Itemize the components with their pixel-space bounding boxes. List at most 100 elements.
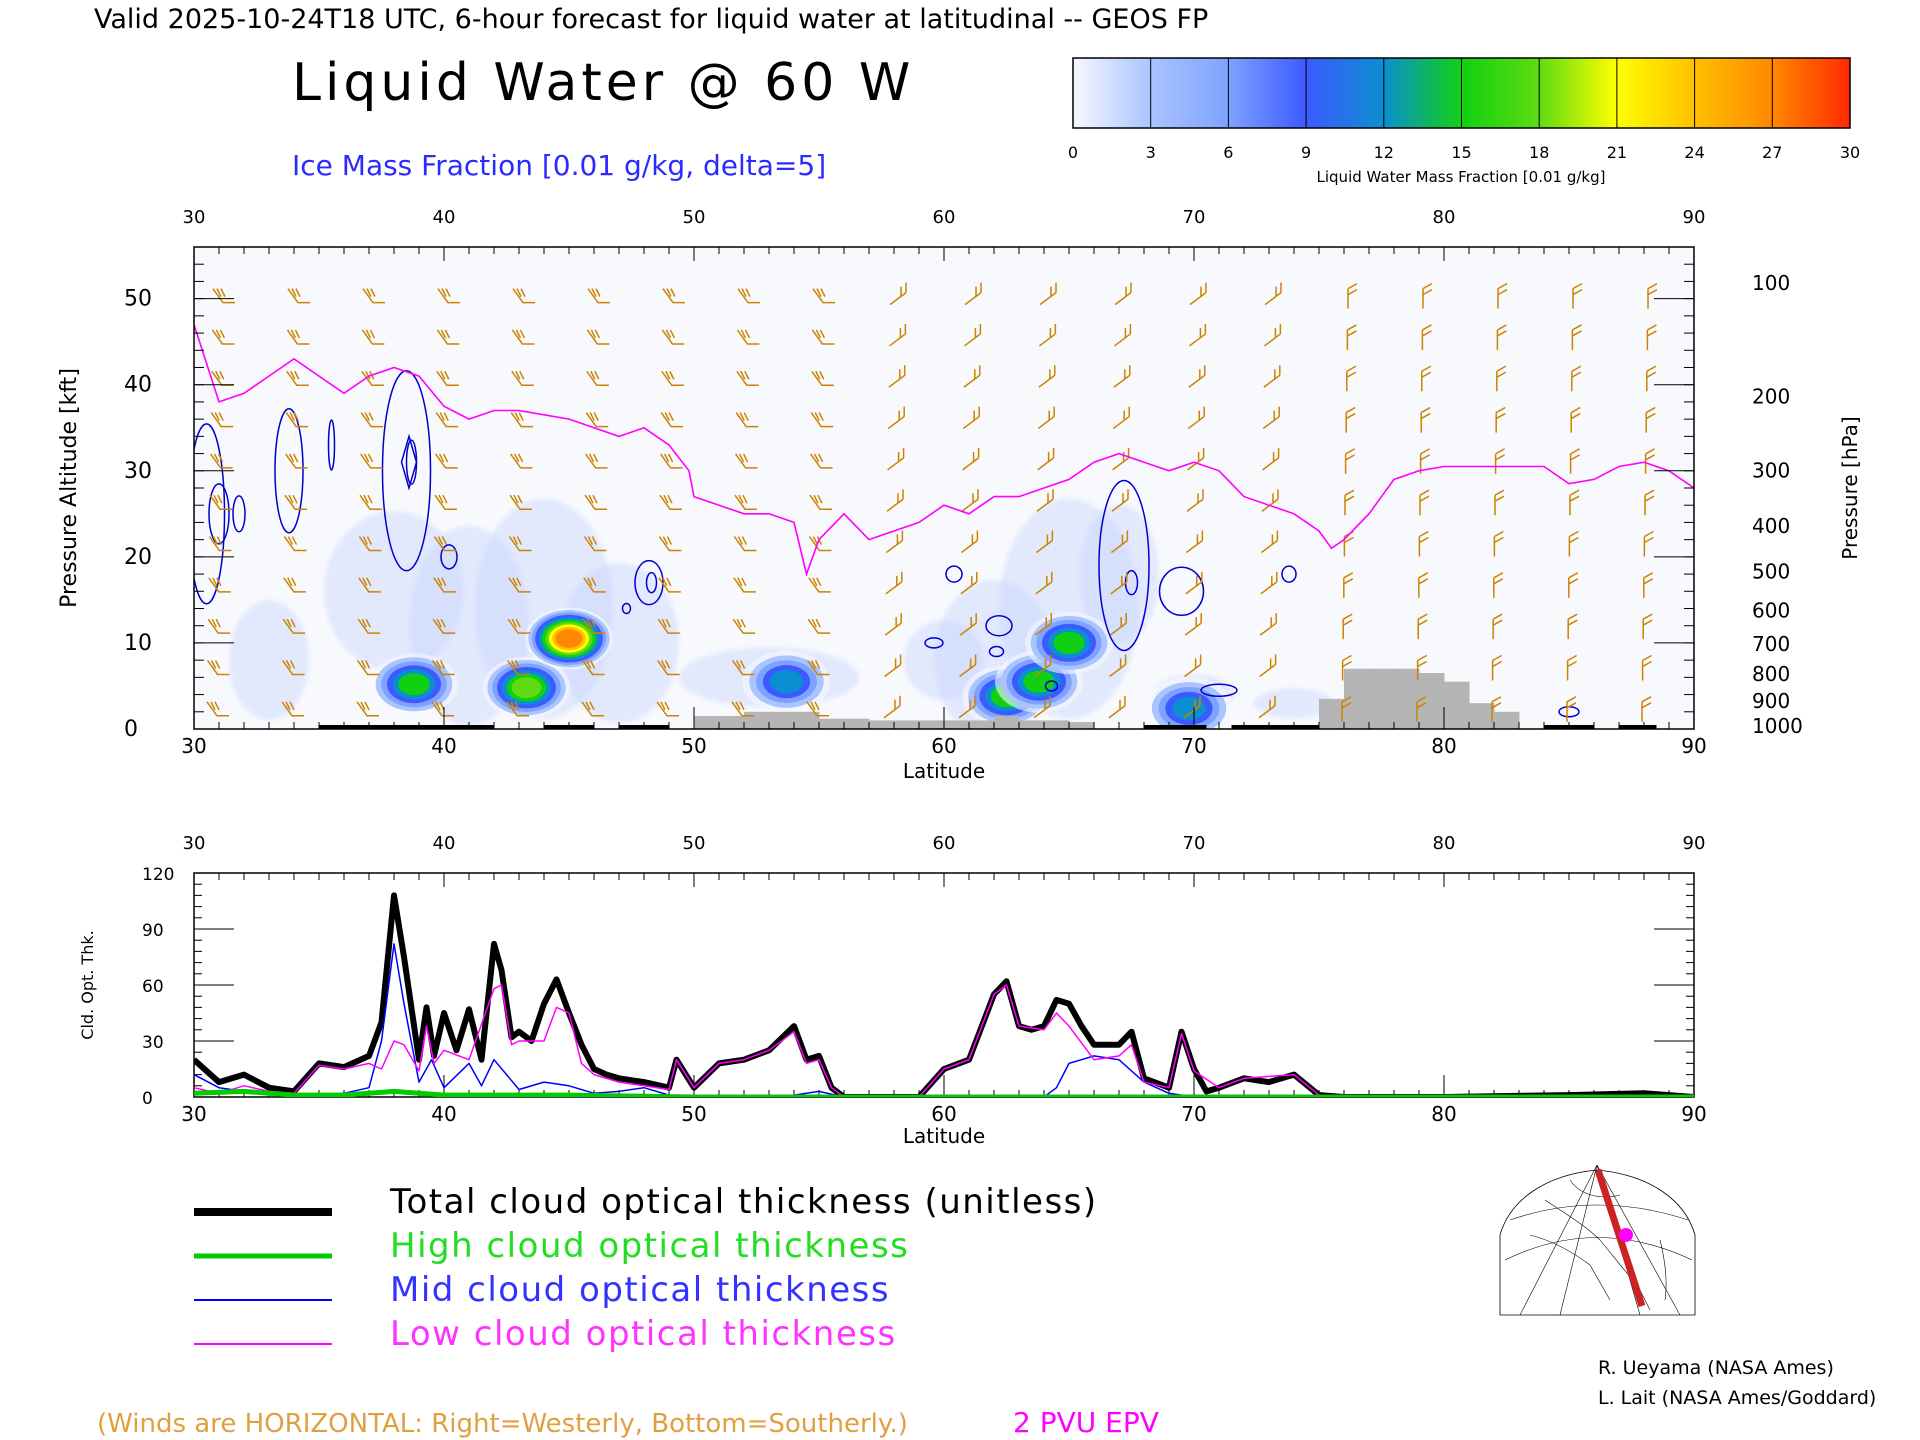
liquid-water-cell [1053,631,1085,654]
wind-barb [958,695,976,719]
wind-barb [512,288,535,304]
wind-barb-shaft [286,329,310,345]
wind-barb-shaft [1185,530,1204,554]
colorbar-tick-label: 15 [1451,143,1471,162]
wind-barb [809,494,832,510]
wind-barb-shaft [960,571,978,595]
wind-barb-shaft [962,447,980,471]
wind-barb [1644,448,1655,474]
wind-barb [431,660,455,676]
wind-barb-shaft [1494,448,1505,474]
ice-contour [645,571,658,594]
wind-barb [437,288,460,304]
wind-barb-shaft [1570,406,1581,433]
wind-barb [581,701,604,717]
wind-barb-shaft [1641,654,1652,681]
wind-barb [1641,696,1652,722]
terrain-block [819,718,845,729]
series-line-high [194,1088,1694,1097]
wind-barb [734,494,757,510]
wind-barb [359,453,383,469]
wind-barb-shaft [1496,365,1507,392]
wind-barb [1491,654,1502,681]
ice-contour [1044,680,1059,692]
wind-barb-shaft [1494,489,1505,516]
wind-barb [660,412,684,428]
wind-barb-shaft [1038,365,1056,388]
wind-barb [507,618,531,634]
wind-barb-shaft [1186,489,1204,512]
credit-2: L. Lait (NASA Ames/Goddard) [1598,1387,1876,1409]
liquid-water-field [229,498,1334,729]
wind-barb [1111,489,1129,512]
wind-barb-shaft [1183,695,1201,719]
colorbar-tick-label: 24 [1684,143,1704,162]
wind-barb-shaft [1416,654,1427,681]
terrain-block [1494,711,1520,729]
x-tick-label: 50 [681,734,706,758]
ice-contour [1158,566,1205,617]
legend-label-high: High cloud optical thickness [390,1226,909,1266]
ice-contour [1200,683,1238,698]
wind-barb-shaft [1188,365,1206,388]
wind-barb-shaft [433,577,456,593]
wind-barb [1421,324,1432,350]
wind-barb-shaft [1263,365,1281,388]
wind-barb [1036,489,1054,512]
bottom-plot-frame [193,872,1695,1098]
wind-barb [1109,613,1127,636]
wind-barb [1416,696,1427,722]
wind-barb [1492,613,1503,640]
wind-barb-shaft [210,412,234,428]
wind-barb-shaft [1644,448,1655,474]
wind-barb [1343,572,1354,598]
wind-barb-shaft [963,365,981,388]
wind-barb-shaft [887,447,905,471]
wind-barb [360,412,384,428]
liquid-water-haze [559,562,679,723]
y-tick-label: 50 [124,287,152,312]
wind-barb-shaft [888,365,906,388]
wind-barb [285,412,309,428]
wind-barb-shaft [208,577,231,593]
wind-barb [737,288,760,304]
wind-barb-shaft [212,288,235,304]
pressure-tick-label: 500 [1752,560,1790,584]
wind-barb-shaft [506,660,530,676]
wind-barb [1646,365,1657,392]
wind-barb-shaft [281,660,305,676]
wind-barb [584,494,607,510]
terrain-block [1069,722,1095,729]
ice-note: Ice Mass Fraction [0.01 g/kg, delta=5] [292,149,826,182]
wind-barb [511,370,534,387]
x-tick-label: 40 [431,1102,456,1126]
wind-barb [1035,530,1054,554]
wind-barb [731,660,755,676]
top-ylabel-right: Pressure [hPa] [1838,416,1862,559]
wind-barb-shaft [1491,696,1502,722]
wind-barb [1645,406,1656,433]
legend-label-total: Total cloud optical thickness (unitless) [389,1182,1098,1222]
wind-barb [1035,571,1053,595]
map-point-marker [1619,1228,1633,1242]
wind-barb [212,288,235,304]
ice-contour [232,495,246,533]
wind-barb-shaft [283,536,307,552]
wind-barb-shaft [511,329,535,345]
liquid-water-cell [1023,670,1055,693]
wind-barb [1345,406,1356,433]
wind-barb [1572,282,1583,309]
wind-barb-shaft [359,453,383,469]
wind-barb-shaft [284,453,308,469]
wind-barb-shaft [1260,530,1279,554]
wind-barb [658,536,682,552]
terrain-block [744,711,770,729]
wind-barb-shaft [1113,365,1131,388]
x-tick-label: 80 [1431,734,1456,758]
wind-barb-shaft [512,288,535,304]
wind-barb-shaft [509,453,533,469]
wind-barb-shaft [963,323,982,347]
wind-barb [1346,324,1357,350]
wind-barb-shaft [1493,572,1504,598]
wind-barb [1418,572,1429,598]
